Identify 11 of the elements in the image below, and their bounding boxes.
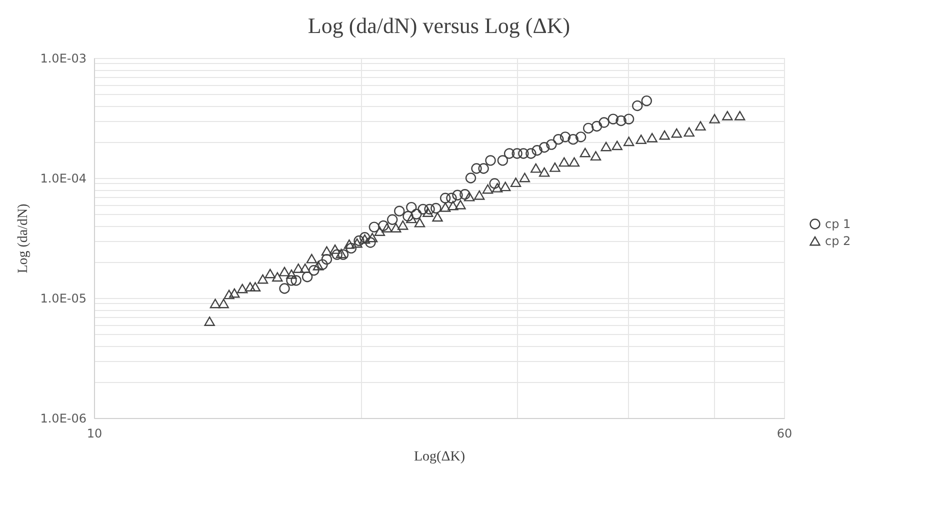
x-tick-label: 60 <box>776 426 792 440</box>
legend-label: cp 2 <box>825 234 851 248</box>
x-axis-title: Log(ΔK) <box>414 450 466 464</box>
y-tick-label: 1.0E-04 <box>40 172 86 186</box>
y-tick-label: 1.0E-06 <box>40 412 86 426</box>
chart-title: Log (da/dN) versus Log (ΔK) <box>308 13 570 38</box>
legend-label: cp 1 <box>825 217 851 231</box>
x-tick-label: 10 <box>86 426 102 440</box>
y-tick-label: 1.0E-05 <box>40 292 86 306</box>
y-axis-title: Log (da/dN) <box>16 203 32 274</box>
y-tick-label: 1.0E-03 <box>40 52 86 66</box>
